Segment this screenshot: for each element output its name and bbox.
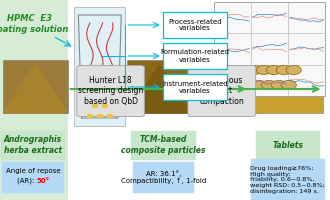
Text: Andrographis
herba extract: Andrographis herba extract [4, 135, 62, 155]
Text: Formulation-related
variables: Formulation-related variables [160, 49, 229, 62]
Circle shape [271, 80, 286, 90]
Circle shape [247, 65, 262, 75]
Circle shape [87, 114, 92, 118]
Circle shape [266, 65, 281, 75]
Text: Continuous
direct
compaction: Continuous direct compaction [199, 76, 244, 106]
Circle shape [107, 114, 112, 118]
FancyBboxPatch shape [163, 12, 227, 38]
Text: Instrument-related
variables: Instrument-related variables [162, 81, 228, 94]
Polygon shape [3, 63, 68, 113]
Circle shape [97, 114, 103, 118]
FancyBboxPatch shape [163, 74, 227, 100]
FancyBboxPatch shape [74, 7, 125, 126]
FancyBboxPatch shape [188, 65, 255, 116]
FancyBboxPatch shape [77, 65, 145, 116]
FancyBboxPatch shape [0, 0, 68, 200]
Circle shape [286, 65, 301, 75]
Text: Drug loading≥76%;
High quality:
friability, 0.6~0.8%,
weight RSD: 0.5~0.8%;
disi: Drug loading≥76%; High quality: friabili… [250, 166, 325, 194]
Text: Process-related
variables: Process-related variables [168, 19, 222, 31]
Text: HPMC  E3
coating solution: HPMC E3 coating solution [0, 14, 68, 34]
Text: AR: 36.1°,
Compactibility, ↑, 1-fold: AR: 36.1°, Compactibility, ↑, 1-fold [121, 170, 206, 184]
Circle shape [251, 80, 267, 90]
FancyBboxPatch shape [133, 162, 194, 192]
Circle shape [261, 80, 277, 90]
FancyBboxPatch shape [251, 158, 325, 200]
Text: TCM-based
composite particles: TCM-based composite particles [121, 135, 206, 155]
FancyBboxPatch shape [249, 60, 323, 113]
FancyBboxPatch shape [163, 43, 227, 69]
FancyBboxPatch shape [131, 130, 195, 160]
Text: (AR):: (AR): [17, 178, 37, 184]
Polygon shape [127, 65, 191, 113]
FancyBboxPatch shape [1, 130, 65, 160]
FancyBboxPatch shape [127, 60, 191, 113]
Circle shape [92, 104, 98, 108]
Circle shape [281, 80, 296, 90]
Text: Hunter L18
screening design
based on QbD: Hunter L18 screening design based on QbD [78, 76, 143, 106]
Circle shape [102, 104, 108, 108]
Circle shape [276, 65, 291, 75]
Circle shape [256, 65, 272, 75]
Text: Angle of repose: Angle of repose [6, 168, 60, 174]
FancyBboxPatch shape [3, 60, 68, 113]
FancyBboxPatch shape [3, 162, 63, 192]
FancyBboxPatch shape [255, 130, 320, 160]
FancyBboxPatch shape [214, 2, 325, 96]
Text: Tablets: Tablets [272, 140, 303, 149]
Text: 50°: 50° [37, 178, 50, 184]
